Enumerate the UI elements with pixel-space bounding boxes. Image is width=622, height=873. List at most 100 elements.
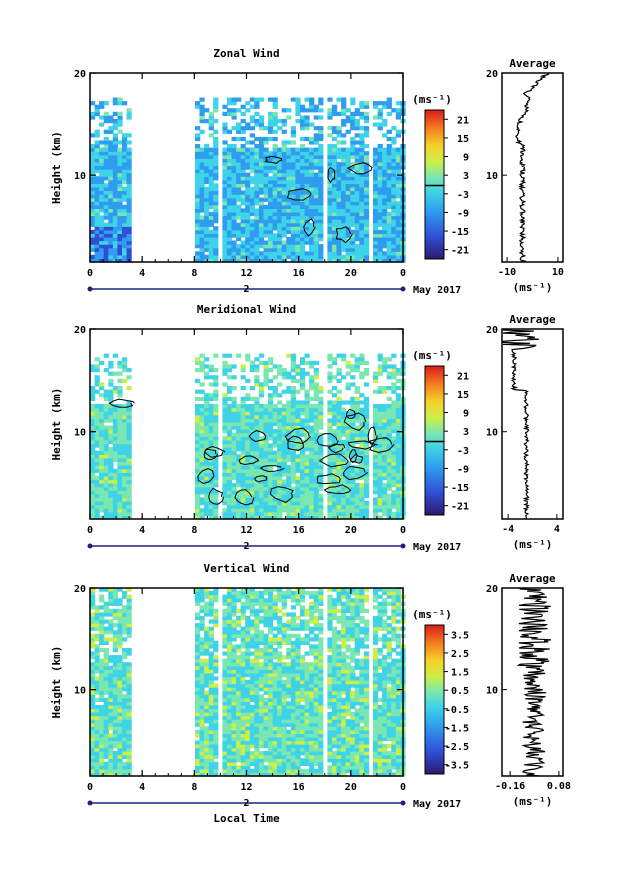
heatmap-cell (236, 251, 242, 256)
heatmap-cell (290, 515, 296, 520)
heatmap-cell (373, 511, 379, 516)
heatmap-cell (277, 211, 283, 217)
y-axis-label: Height (km) (50, 388, 63, 461)
heatmap-cell (341, 247, 347, 252)
date-axis-end (400, 543, 406, 549)
heatmap-cell (391, 126, 397, 131)
heatmap-cell (199, 237, 205, 242)
heatmap-cell (199, 465, 205, 470)
heatmap-cell (240, 768, 246, 774)
heatmap-cell (240, 219, 246, 224)
heatmap-cell (99, 740, 105, 745)
heatmap-cell (277, 208, 283, 213)
heatmap-cell (222, 169, 228, 174)
heatmap-cell (103, 151, 109, 156)
heatmap-cell (103, 608, 109, 613)
heatmap-cell (240, 501, 246, 506)
heatmap-cell (286, 222, 292, 227)
heatmap-cell (117, 712, 123, 717)
heatmap-cell (286, 504, 292, 509)
heatmap-cell (300, 165, 306, 170)
heatmap-cell (373, 439, 379, 445)
heatmap-cell (99, 447, 105, 452)
heatmap-cell (268, 475, 274, 481)
heatmap-cell (236, 687, 242, 692)
heatmap-cell (90, 768, 96, 774)
heatmap-cell (90, 708, 96, 713)
heatmap-cell (231, 147, 237, 152)
heatmap-cell (195, 483, 201, 488)
heatmap-cell (236, 758, 242, 763)
heatmap-cell (117, 644, 123, 649)
heatmap-cell (295, 414, 301, 419)
heatmap-cell (249, 244, 255, 249)
y-axis-label: Height (km) (50, 131, 63, 204)
heatmap-cell (382, 254, 388, 259)
heatmap-cell (254, 119, 260, 124)
heatmap-cell (213, 623, 219, 628)
heatmap-cell (345, 147, 351, 152)
heatmap-cell (304, 201, 310, 206)
heatmap-cell (382, 497, 388, 502)
heatmap-cell (245, 468, 251, 473)
heatmap-cell (236, 172, 242, 177)
heatmap-cell (195, 126, 201, 131)
heatmap-cell (359, 429, 365, 434)
heatmap-cell (213, 443, 219, 448)
heatmap-cell (208, 151, 214, 156)
heatmap-cell (90, 183, 96, 188)
heatmap-cell (254, 432, 260, 437)
heatmap-cell (395, 183, 401, 188)
heatmap-cell (226, 411, 233, 416)
heatmap-cell (126, 407, 132, 412)
heatmap-cell (240, 744, 246, 749)
heatmap-cell (213, 479, 219, 484)
heatmap-cell (222, 665, 228, 670)
heatmap-cell (254, 483, 260, 488)
heatmap-cell (245, 211, 251, 217)
heatmap-cell (286, 490, 292, 495)
heatmap-cell (222, 211, 228, 217)
heatmap-cell (99, 411, 105, 416)
heatmap-cell (199, 640, 205, 645)
heatmap-cell (313, 154, 319, 159)
heatmap-cell (208, 158, 214, 163)
x-tick-label: 4 (139, 268, 145, 279)
heatmap-cell (272, 258, 278, 263)
x-tick-label: 16 (293, 268, 305, 279)
heatmap-cell (126, 432, 132, 437)
heatmap-cell (213, 658, 219, 663)
heatmap-cell (90, 364, 96, 369)
heatmap-cell (272, 111, 278, 116)
heatmap-cell (222, 468, 228, 473)
heatmap-cell (331, 501, 338, 506)
heatmap-cell (373, 483, 379, 488)
heatmap-cell (263, 411, 269, 416)
heatmap-cell (213, 382, 219, 387)
heatmap-cell (263, 421, 269, 427)
heatmap-cell (286, 425, 292, 430)
heatmap-cell (391, 493, 397, 498)
heatmap-cell (112, 694, 118, 699)
heatmap-cell (126, 761, 132, 766)
heatmap-cell (354, 400, 360, 405)
heatmap-cell (199, 208, 205, 213)
heatmap-cell (226, 457, 233, 463)
heatmap-cell (222, 594, 228, 599)
heatmap-cell (204, 233, 210, 238)
heatmap-cell (204, 211, 210, 217)
heatmap-cell (341, 501, 347, 506)
heatmap-cell (286, 421, 292, 427)
heatmap-cell (126, 425, 132, 430)
heatmap-cell (99, 630, 105, 635)
heatmap-cell (199, 598, 205, 603)
heatmap-cell (195, 772, 201, 777)
heatmap-cell (391, 161, 397, 167)
heatmap-cell (90, 594, 96, 599)
heatmap-cell (108, 219, 114, 224)
heatmap-cell (208, 447, 214, 452)
heatmap-cell (304, 443, 310, 448)
heatmap-cell (103, 254, 109, 259)
heatmap-cell (254, 219, 260, 224)
heatmap-cell (300, 501, 306, 506)
